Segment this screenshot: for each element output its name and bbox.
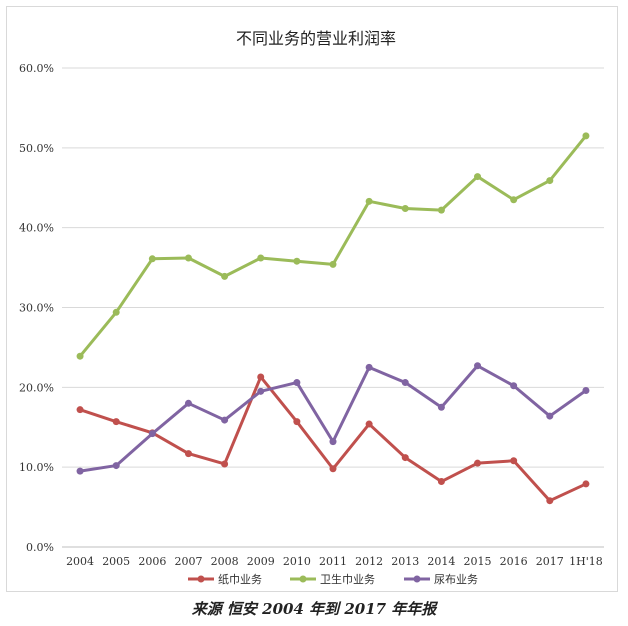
data-point xyxy=(257,387,265,395)
legend-label: 卫生巾业务 xyxy=(320,572,375,586)
data-point xyxy=(474,173,482,181)
x-tick-label: 2005 xyxy=(102,555,130,568)
data-point xyxy=(582,132,590,140)
x-tick-label: 2009 xyxy=(247,555,275,568)
x-tick-label: 2013 xyxy=(391,555,419,568)
line-chart: 不同业务的营业利润率 0.0% 10.0% 20.0% 30.0% 40.0% 50.0%… xyxy=(19,29,604,586)
data-point xyxy=(76,406,84,414)
data-point xyxy=(221,460,229,468)
data-point xyxy=(184,399,192,407)
y-tick-label: 60.0% xyxy=(19,62,54,75)
data-point xyxy=(221,272,229,280)
x-axis-ticks: 2004 2005 2006 2007 2008 2009 2010 2011 2012 2013… xyxy=(66,555,603,568)
data-point xyxy=(76,467,84,475)
data-point xyxy=(148,255,156,263)
x-tick-label: 2011 xyxy=(319,555,347,568)
data-point xyxy=(510,196,518,204)
x-tick-label: 2010 xyxy=(283,555,311,568)
data-point xyxy=(365,197,373,205)
legend-item: 纸巾业务 xyxy=(188,572,262,586)
data-point xyxy=(401,379,409,387)
data-point xyxy=(184,450,192,458)
data-point xyxy=(112,462,120,470)
data-point xyxy=(293,418,301,426)
data-point xyxy=(582,387,590,395)
y-tick-label: 40.0% xyxy=(19,222,54,235)
data-point xyxy=(112,418,120,426)
data-point xyxy=(365,420,373,428)
data-point xyxy=(184,254,192,262)
data-point xyxy=(148,430,156,438)
x-tick-label: 2006 xyxy=(138,555,166,568)
legend-swatch-marker xyxy=(413,575,421,583)
x-tick-label: 2008 xyxy=(211,555,239,568)
legend-item: 卫生巾业务 xyxy=(290,572,375,586)
data-point xyxy=(76,352,84,360)
legend-item: 尿布业务 xyxy=(404,573,478,586)
data-point xyxy=(221,416,229,424)
data-point xyxy=(437,206,445,214)
chart-frame xyxy=(6,6,618,592)
y-tick-label: 20.0% xyxy=(19,381,54,394)
data-point xyxy=(437,478,445,486)
series-1 xyxy=(76,373,590,505)
data-point xyxy=(546,497,554,505)
x-tick-label: 2004 xyxy=(66,555,94,568)
data-point xyxy=(329,465,337,473)
series-2 xyxy=(76,132,590,360)
data-point xyxy=(329,438,337,446)
data-point xyxy=(293,379,301,387)
y-tick-label: 30.0% xyxy=(19,302,54,315)
data-point xyxy=(546,412,554,420)
source-note: 来源 恒安 2004 年到 2017 年年报 xyxy=(191,600,437,618)
x-tick-label: 2016 xyxy=(500,555,528,568)
series-3 xyxy=(76,362,590,475)
legend-label: 纸巾业务 xyxy=(218,572,262,586)
data-point xyxy=(546,177,554,185)
data-point xyxy=(257,373,265,381)
grid-lines xyxy=(62,67,604,548)
x-tick-label: 2014 xyxy=(427,555,455,568)
data-point xyxy=(510,457,518,465)
y-axis-ticks: 0.0% 10.0% 20.0% 30.0% 40.0% 50.0% 60.0% xyxy=(19,62,54,554)
legend: 纸巾业务 卫生巾业务 尿布业务 xyxy=(188,572,478,586)
chart-title: 不同业务的营业利润率 xyxy=(236,29,396,48)
data-point xyxy=(401,454,409,462)
y-tick-label: 10.0% xyxy=(19,461,54,474)
data-point xyxy=(112,308,120,316)
data-point xyxy=(401,205,409,213)
data-point xyxy=(437,403,445,411)
series-line xyxy=(78,134,588,358)
data-point xyxy=(329,260,337,268)
x-tick-label: 2007 xyxy=(174,555,202,568)
x-tick-label: 2017 xyxy=(536,555,564,568)
x-tick-label: 1H'18 xyxy=(569,555,603,568)
data-point xyxy=(474,459,482,467)
legend-swatch-marker xyxy=(299,575,307,583)
x-tick-label: 2015 xyxy=(464,555,492,568)
series-lines xyxy=(76,132,590,505)
legend-label: 尿布业务 xyxy=(434,573,478,586)
x-tick-label: 2012 xyxy=(355,555,383,568)
y-tick-label: 50.0% xyxy=(19,142,54,155)
data-point xyxy=(365,363,373,371)
data-point xyxy=(293,257,301,265)
data-point xyxy=(510,382,518,390)
data-point xyxy=(474,362,482,370)
series-line xyxy=(79,364,587,473)
data-point xyxy=(582,480,590,488)
y-tick-label: 0.0% xyxy=(26,541,54,554)
data-point xyxy=(257,254,265,262)
legend-swatch-marker xyxy=(197,575,205,583)
